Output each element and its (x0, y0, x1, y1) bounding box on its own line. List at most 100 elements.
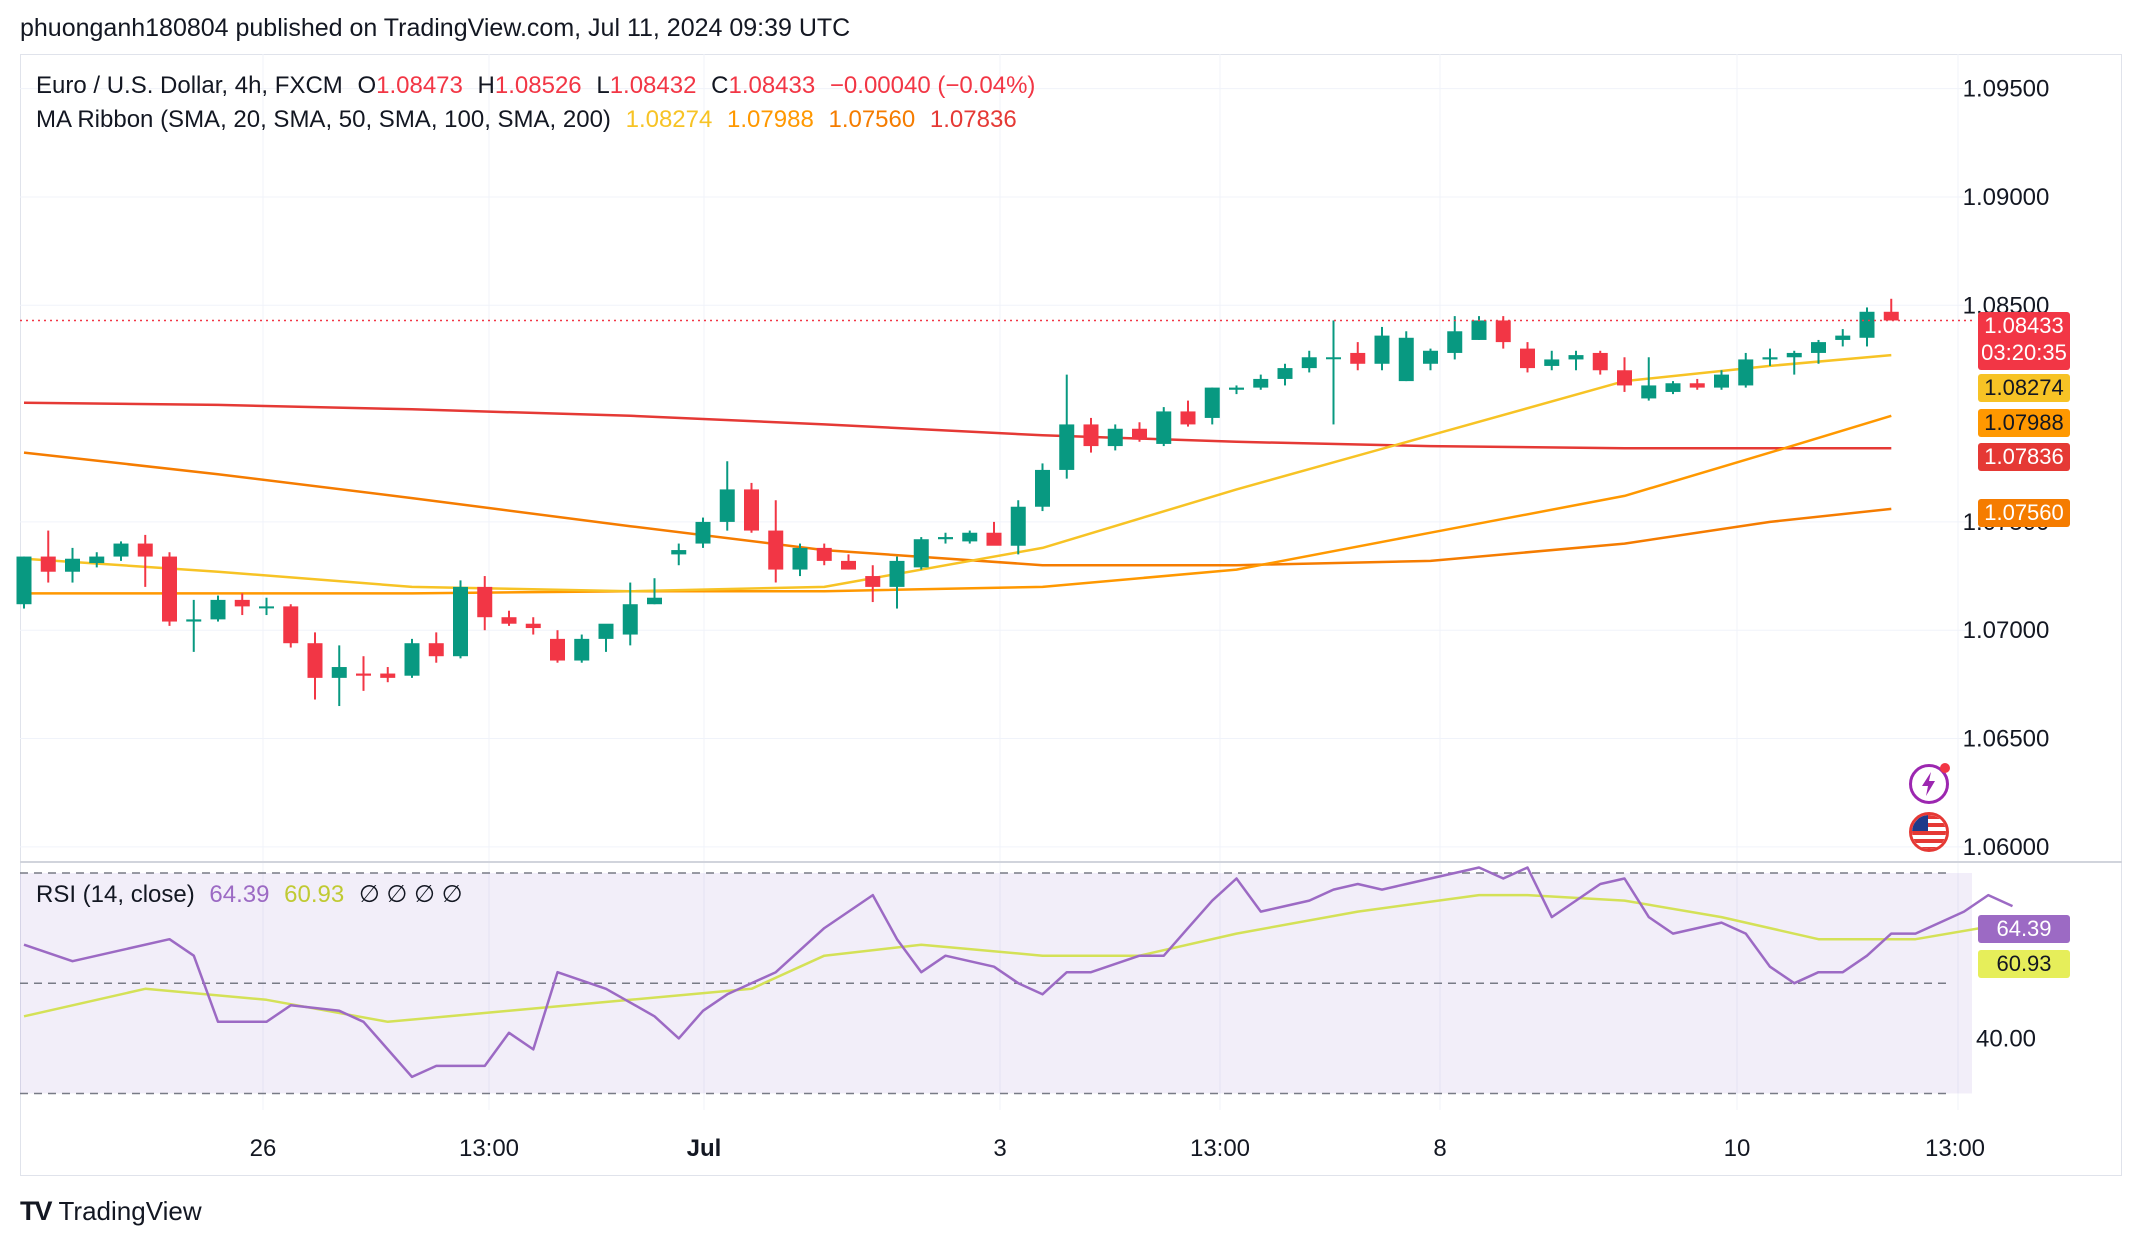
candle-body (622, 604, 638, 635)
chart-frame[interactable] (20, 54, 2122, 1176)
price-tick-label: 1.06500 (1963, 726, 2050, 753)
rsi-tick-label: 40.00 (1976, 1025, 2036, 1052)
candle-body (889, 560, 905, 587)
candle-body (331, 667, 347, 678)
high-value: 1.08526 (494, 72, 582, 99)
candle-body (1883, 311, 1899, 321)
last-price-value: 1.08433 (1984, 313, 2064, 338)
candle-body (1010, 506, 1026, 546)
candle-body (986, 532, 1002, 546)
candle-body (1835, 335, 1851, 340)
candle-body (1859, 311, 1875, 338)
candle-body (404, 643, 420, 676)
price-tick-label: 1.06000 (1963, 834, 2050, 861)
candle-body (428, 643, 444, 657)
symbol-legend: Euro / U.S. Dollar, 4h, FXCM O1.08473 H1… (36, 72, 1043, 100)
candle-body (1253, 378, 1269, 388)
close-label: C (711, 72, 729, 99)
rsi-legend-value: 64.39 (209, 881, 270, 908)
rsi-legend: RSI (14, close) 64.39 60.93 ∅ ∅ ∅ ∅ (36, 880, 471, 909)
candle-body (113, 543, 129, 557)
candle-body (1495, 320, 1511, 343)
candle-body (453, 586, 468, 657)
candle-body (1447, 331, 1463, 353)
candle-body (1641, 385, 1657, 399)
time-tick-label: 13:00 (459, 1135, 519, 1162)
candle-body (1811, 342, 1826, 353)
candle-body (40, 556, 56, 572)
symbol-title[interactable]: Euro / U.S. Dollar, 4h, FXCM (36, 72, 343, 99)
candle-body (477, 586, 493, 618)
candle-body (186, 619, 202, 622)
rsi-title[interactable]: RSI (14, close) (36, 881, 195, 908)
close-value: 1.08433 (728, 72, 816, 99)
candle-body (816, 547, 832, 561)
high-label: H (477, 72, 495, 99)
tradingview-logo[interactable]: TV TradingView (20, 1196, 202, 1227)
candle-body (647, 597, 662, 605)
ma-value-sma200: 1.07836 (929, 106, 1017, 133)
rsi-ma-legend-value: 60.93 (284, 881, 345, 908)
last-price-tag: 1.08433 03:20:35 (1978, 312, 2070, 370)
candle-body (1786, 352, 1802, 358)
candle-body (1132, 428, 1147, 440)
candle-body (1714, 374, 1729, 388)
candle-body (1301, 357, 1317, 369)
candle-body (695, 521, 711, 544)
candle-body (768, 530, 784, 570)
rsi-ma-line (23, 893, 2013, 1024)
candle-body (1156, 411, 1172, 444)
candle-body (1180, 411, 1196, 425)
candle-body (1107, 428, 1123, 447)
time-tick-label: 3 (993, 1135, 1006, 1162)
countdown-value: 03:20:35 (1981, 340, 2067, 365)
time-tick-label: 10 (1724, 1135, 1751, 1162)
candle-body (16, 556, 32, 605)
lightning-icon[interactable] (1909, 763, 1950, 804)
notification-dot (1940, 763, 1950, 773)
sma20-tag: 1.08274 (1978, 374, 2070, 402)
candle-body (1398, 337, 1414, 382)
ma-ribbon-legend: MA Ribbon (SMA, 20, SMA, 50, SMA, 100, S… (36, 106, 1025, 134)
tradingview-logo-mark: TV (20, 1196, 52, 1226)
time-tick-label: 26 (250, 1135, 277, 1162)
candle-body (1520, 348, 1535, 369)
candle-body (598, 623, 614, 639)
candle-body (89, 556, 105, 564)
candle-body (550, 638, 565, 661)
candle-body (1277, 368, 1293, 379)
candle-body (1568, 355, 1584, 360)
candle-body (525, 623, 541, 629)
open-label: O (357, 72, 377, 99)
time-tick-label: 8 (1433, 1135, 1446, 1162)
rsi-ma-tag: 60.93 (1978, 950, 2070, 978)
candle-body (962, 532, 978, 542)
candle-body (1374, 335, 1390, 364)
sma100-line (23, 451, 1892, 567)
low-value: 1.08432 (609, 72, 697, 99)
candle-body (913, 539, 929, 568)
rsi-line (23, 866, 2014, 1079)
candle-body (380, 673, 396, 678)
candle-body (1204, 387, 1220, 418)
candle-body (1689, 383, 1705, 388)
candle-body (259, 606, 274, 609)
ma-ribbon-title[interactable]: MA Ribbon (SMA, 20, SMA, 50, SMA, 100, S… (36, 106, 611, 133)
candle-body (574, 638, 590, 661)
candle-body (162, 556, 177, 622)
price-tick-label: 1.07000 (1963, 617, 2050, 644)
candle-body (1423, 350, 1438, 364)
ma-value-sma50: 1.07988 (727, 106, 814, 133)
ma-value-sma20: 1.08274 (625, 106, 713, 133)
candle-body (1471, 320, 1487, 340)
candle-body (719, 489, 735, 522)
candle-body (1350, 352, 1366, 364)
sma200-tag: 1.07836 (1978, 443, 2070, 471)
sma100-tag: 1.07560 (1978, 499, 2070, 527)
candle-body (137, 543, 153, 557)
candle-body (307, 643, 323, 678)
sma50-tag: 1.07988 (1978, 409, 2070, 437)
us-flag-icon[interactable] (1909, 812, 1949, 852)
candle-body (234, 599, 250, 607)
